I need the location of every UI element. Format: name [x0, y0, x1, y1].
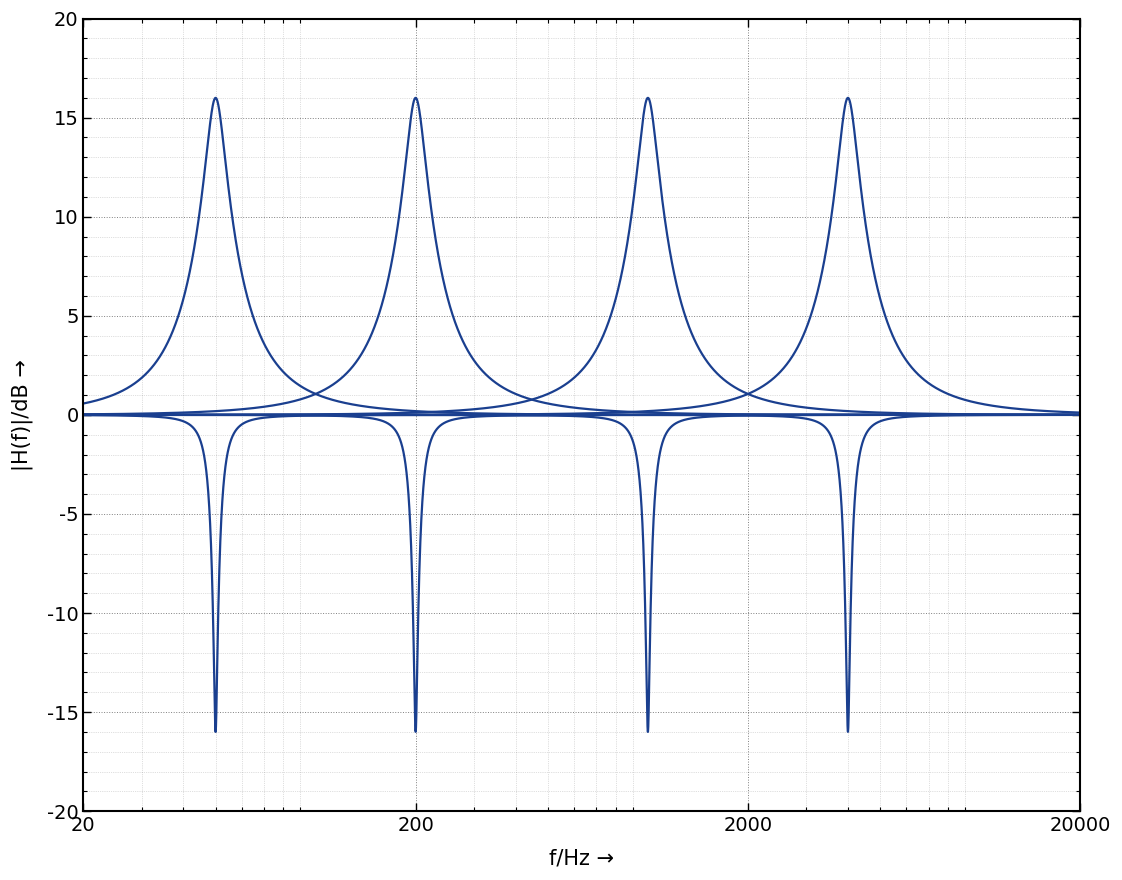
X-axis label: f/Hz →: f/Hz →: [550, 849, 614, 869]
Y-axis label: |H(f)|/dB →: |H(f)|/dB →: [11, 359, 33, 471]
